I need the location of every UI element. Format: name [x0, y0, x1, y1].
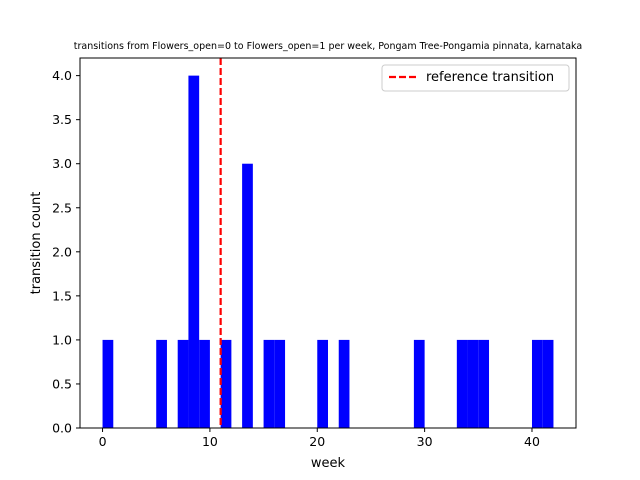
histogram-bar — [199, 339, 210, 428]
x-axis-ticks: 0 10 20 30 40 — [99, 428, 540, 449]
histogram-bar — [531, 339, 543, 428]
x-tick-label: 30 — [417, 434, 433, 449]
histogram-bar — [467, 339, 479, 428]
histogram-bar — [338, 339, 350, 428]
y-tick-label: 3.0 — [52, 156, 72, 171]
histogram-bar — [274, 339, 286, 428]
histogram-bar — [317, 339, 328, 428]
histogram-bar — [413, 339, 425, 428]
y-tick-label: 0.0 — [52, 421, 72, 436]
y-tick-label: 2.0 — [52, 244, 72, 259]
x-axis-label: week — [311, 456, 346, 471]
y-tick-label: 3.5 — [52, 112, 72, 127]
y-tick-label: 1.5 — [52, 288, 72, 303]
histogram-bar — [263, 339, 275, 428]
histogram-bar — [156, 339, 167, 428]
histogram-bar — [102, 339, 114, 428]
x-tick-label: 20 — [309, 434, 325, 449]
x-tick-label: 10 — [202, 434, 218, 449]
histogram-bar — [177, 339, 189, 428]
histogram-bar — [542, 339, 554, 428]
y-tick-label: 4.0 — [52, 68, 72, 83]
chart-title: transitions from Flowers_open=0 to Flowe… — [74, 41, 582, 52]
bar-group — [102, 75, 554, 428]
x-tick-label: 40 — [524, 434, 540, 449]
x-tick-label: 0 — [99, 434, 107, 449]
legend-box — [381, 64, 570, 92]
y-tick-label: 1.0 — [52, 332, 72, 347]
legend-label: reference transition — [426, 70, 554, 85]
y-tick-label: 2.5 — [52, 200, 72, 215]
histogram-bar — [478, 339, 490, 428]
histogram-bar — [220, 339, 232, 428]
axes-frame — [79, 57, 577, 429]
histogram-bar — [188, 75, 200, 428]
y-axis-ticks: 0.0 0.5 1.0 1.5 2.0 2.5 3.0 3.5 4.0 — [52, 68, 80, 436]
legend: reference transition — [381, 64, 570, 92]
histogram-bar — [242, 163, 253, 428]
y-axis-label: transition count — [29, 192, 44, 295]
y-tick-label: 0.5 — [52, 376, 72, 391]
histogram-bar — [456, 339, 468, 428]
